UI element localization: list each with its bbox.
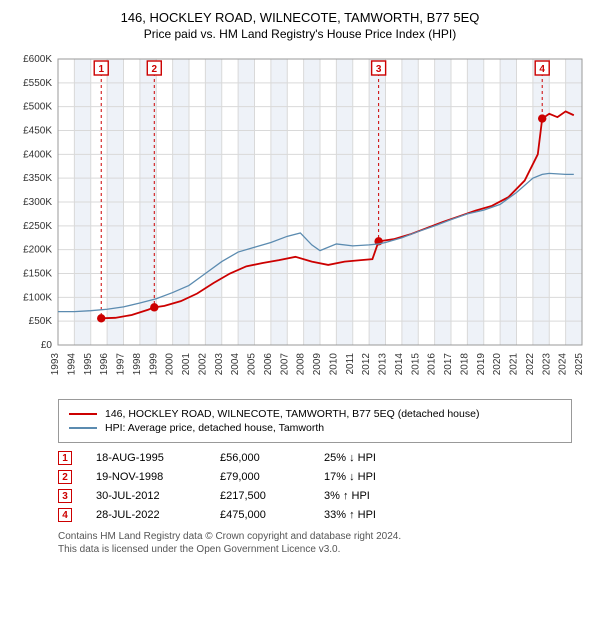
svg-text:2017: 2017 (443, 353, 454, 376)
transaction-date: 18-AUG-1995 (96, 452, 196, 464)
legend-row: 146, HOCKLEY ROAD, WILNECOTE, TAMWORTH, … (69, 408, 561, 420)
legend-swatch (69, 413, 97, 415)
svg-text:2004: 2004 (230, 353, 241, 376)
svg-text:2021: 2021 (509, 353, 520, 376)
svg-text:1997: 1997 (116, 353, 127, 376)
chart-svg: £0 £50K £100K £150K £200K £250K £300K £350K £400… (8, 49, 592, 389)
svg-text:2011: 2011 (345, 353, 356, 375)
table-row: 2 19-NOV-1998 £79,000 17% ↓ HPI (58, 470, 572, 484)
footer-attribution: Contains HM Land Registry data © Crown c… (58, 530, 572, 556)
svg-text:£600K: £600K (23, 54, 52, 65)
table-row: 4 28-JUL-2022 £475,000 33% ↑ HPI (58, 508, 572, 522)
svg-text:£250K: £250K (23, 221, 52, 232)
svg-text:2006: 2006 (263, 353, 274, 376)
svg-text:2023: 2023 (541, 353, 552, 376)
transaction-price: £56,000 (220, 452, 300, 464)
svg-text:£50K: £50K (29, 316, 53, 327)
svg-text:2008: 2008 (296, 353, 307, 376)
svg-text:2024: 2024 (558, 353, 569, 376)
transaction-price: £475,000 (220, 509, 300, 521)
svg-text:1993: 1993 (50, 353, 61, 376)
svg-text:4: 4 (539, 64, 545, 75)
transaction-date: 30-JUL-2012 (96, 490, 196, 502)
svg-text:2022: 2022 (525, 353, 536, 376)
svg-text:2001: 2001 (181, 353, 192, 376)
svg-text:2014: 2014 (394, 353, 405, 376)
legend-label: 146, HOCKLEY ROAD, WILNECOTE, TAMWORTH, … (105, 408, 479, 420)
transaction-date: 28-JUL-2022 (96, 509, 196, 521)
page-subtitle: Price paid vs. HM Land Registry's House … (8, 27, 592, 41)
transaction-marker: 4 (58, 508, 72, 522)
table-row: 1 18-AUG-1995 £56,000 25% ↓ HPI (58, 451, 572, 465)
transaction-diff: 33% ↑ HPI (324, 509, 414, 521)
transaction-price: £79,000 (220, 471, 300, 483)
svg-text:2019: 2019 (476, 353, 487, 376)
svg-text:2012: 2012 (361, 353, 372, 376)
svg-text:£100K: £100K (23, 292, 52, 303)
svg-text:2018: 2018 (459, 353, 470, 376)
transaction-marker: 3 (58, 489, 72, 503)
svg-text:1998: 1998 (132, 353, 143, 376)
svg-text:£450K: £450K (23, 126, 52, 137)
legend-label: HPI: Average price, detached house, Tamw… (105, 422, 324, 434)
svg-text:2016: 2016 (427, 353, 438, 376)
legend: 146, HOCKLEY ROAD, WILNECOTE, TAMWORTH, … (58, 399, 572, 443)
svg-text:£0: £0 (41, 340, 53, 351)
svg-text:£500K: £500K (23, 102, 52, 113)
svg-text:1: 1 (98, 64, 104, 75)
svg-text:2013: 2013 (378, 353, 389, 376)
legend-swatch (69, 427, 97, 429)
footer-line-1: Contains HM Land Registry data © Crown c… (58, 530, 572, 543)
legend-row: HPI: Average price, detached house, Tamw… (69, 422, 561, 434)
svg-text:2003: 2003 (214, 353, 225, 376)
transaction-price: £217,500 (220, 490, 300, 502)
svg-text:1994: 1994 (66, 353, 77, 376)
svg-text:2002: 2002 (197, 353, 208, 376)
svg-text:£350K: £350K (23, 173, 52, 184)
svg-text:£400K: £400K (23, 149, 52, 160)
svg-text:1999: 1999 (148, 353, 159, 376)
svg-text:2005: 2005 (247, 353, 258, 376)
svg-text:2015: 2015 (410, 353, 421, 376)
transaction-marker: 1 (58, 451, 72, 465)
svg-text:2010: 2010 (328, 353, 339, 376)
svg-text:2007: 2007 (279, 353, 290, 376)
transaction-marker: 2 (58, 470, 72, 484)
footer-line-2: This data is licensed under the Open Gov… (58, 543, 572, 556)
svg-text:2020: 2020 (492, 353, 503, 376)
svg-text:2025: 2025 (574, 353, 585, 376)
svg-text:3: 3 (376, 64, 382, 75)
svg-text:2000: 2000 (165, 353, 176, 376)
svg-text:£200K: £200K (23, 245, 52, 256)
table-row: 3 30-JUL-2012 £217,500 3% ↑ HPI (58, 489, 572, 503)
svg-text:2: 2 (152, 64, 158, 75)
svg-text:1996: 1996 (99, 353, 110, 376)
price-chart: £0 £50K £100K £150K £200K £250K £300K £350K £400… (8, 49, 592, 389)
svg-text:£300K: £300K (23, 197, 52, 208)
svg-text:1995: 1995 (83, 353, 94, 376)
svg-text:2009: 2009 (312, 353, 323, 376)
svg-text:£150K: £150K (23, 269, 52, 280)
transaction-diff: 3% ↑ HPI (324, 490, 414, 502)
transaction-diff: 17% ↓ HPI (324, 471, 414, 483)
transaction-table: 1 18-AUG-1995 £56,000 25% ↓ HPI 2 19-NOV-1998… (58, 451, 572, 522)
svg-text:£550K: £550K (23, 78, 52, 89)
transaction-diff: 25% ↓ HPI (324, 452, 414, 464)
transaction-date: 19-NOV-1998 (96, 471, 196, 483)
page-title: 146, HOCKLEY ROAD, WILNECOTE, TAMWORTH, … (8, 10, 592, 25)
